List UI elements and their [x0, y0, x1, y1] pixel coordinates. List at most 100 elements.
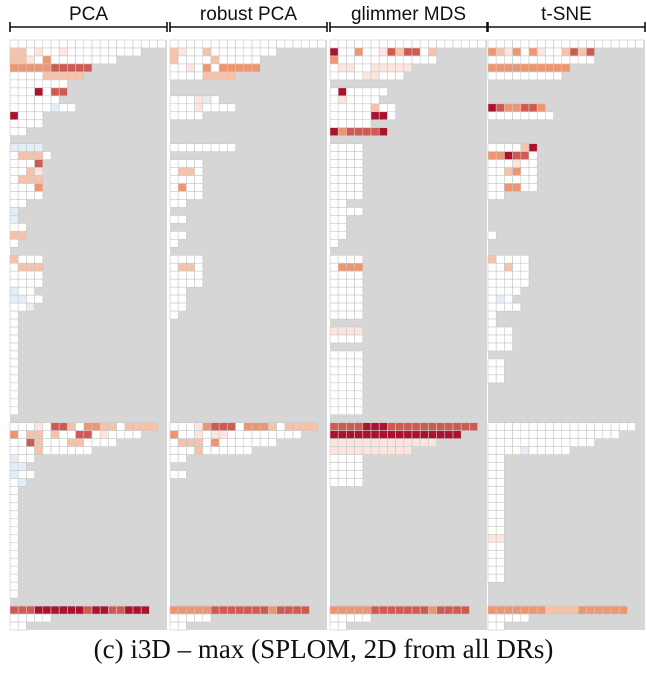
heatmap-cell	[9, 199, 19, 208]
heatmap-cell	[186, 103, 195, 113]
heatmap-cell	[169, 175, 179, 184]
heatmap-cell	[569, 55, 579, 65]
heatmap-cell	[177, 39, 187, 49]
heatmap-cell	[34, 278, 44, 288]
heatmap-cell	[602, 430, 612, 439]
heatmap-cell	[91, 430, 101, 439]
heatmap-cell	[403, 63, 413, 73]
heatmap-cell	[227, 63, 236, 73]
heatmap-cell	[395, 438, 405, 447]
heatmap-cell	[194, 95, 204, 105]
heatmap-cell	[186, 270, 195, 280]
heatmap-cell	[487, 422, 497, 431]
heatmap-cell	[346, 103, 355, 113]
heatmap-cell	[346, 270, 355, 280]
heatmap-cell	[545, 438, 554, 447]
heatmap-cell	[34, 294, 44, 304]
heatmap-cell	[395, 39, 405, 49]
heatmap-cell	[177, 191, 187, 200]
heatmap-cell	[561, 438, 571, 447]
heatmap-cell	[67, 446, 76, 455]
heatmap-cell	[495, 159, 505, 168]
heatmap-cell	[337, 406, 347, 416]
heatmap-cell	[9, 207, 19, 216]
heatmap-cell	[495, 446, 505, 455]
heatmap-cell	[528, 438, 538, 447]
heatmap-cell	[545, 71, 554, 81]
heatmap-cell	[512, 438, 522, 447]
heatmap-cell	[186, 111, 195, 121]
heatmap-cell	[403, 605, 413, 615]
panel-header-robust-pca: robust PCA	[169, 4, 328, 32]
heatmap-cell	[202, 446, 212, 455]
heatmap-cell	[169, 446, 179, 455]
heatmap-cell	[370, 63, 380, 73]
heatmap-cell	[34, 151, 44, 160]
heatmap-cell	[17, 71, 27, 81]
heatmap-cell	[495, 254, 505, 264]
heatmap-cell	[34, 79, 44, 89]
heatmap-cell	[26, 39, 35, 49]
heatmap-cell	[169, 199, 179, 208]
panel-background	[488, 40, 645, 630]
heatmap-cell	[487, 103, 497, 113]
heatmap-cell	[504, 302, 513, 312]
heatmap-cell	[520, 159, 530, 168]
heatmap-cell	[309, 422, 318, 431]
heatmap-cell	[169, 239, 179, 248]
heatmap-cell	[487, 573, 497, 583]
heatmap-cell	[50, 438, 60, 447]
heatmap-cell	[487, 63, 497, 73]
heatmap-cell	[177, 231, 187, 240]
heatmap-cell	[186, 95, 195, 105]
heatmap-cell	[177, 63, 187, 73]
heatmap-cell	[91, 39, 101, 49]
heatmap-cell	[9, 454, 19, 463]
heatmap-cell	[9, 239, 19, 248]
heatmap-cell	[495, 286, 505, 296]
heatmap-cell	[354, 438, 364, 447]
heatmap-cell	[594, 39, 604, 49]
heatmap-cell	[91, 605, 101, 615]
heatmap-cell	[329, 358, 339, 368]
heatmap-cell	[504, 39, 513, 49]
heatmap-cell	[75, 446, 85, 455]
heatmap-cell	[487, 71, 497, 81]
heatmap-cell	[444, 605, 454, 615]
heatmap-cell	[169, 47, 179, 57]
heatmap-cell	[460, 422, 470, 431]
heatmap-cell	[495, 262, 505, 272]
heatmap-cell	[346, 262, 355, 272]
heatmap-cell	[329, 183, 339, 192]
heatmap-cell	[370, 47, 380, 57]
heatmap-cell	[17, 199, 27, 208]
heatmap-cell	[354, 55, 364, 65]
heatmap-cell	[99, 39, 109, 49]
heatmap-cell	[42, 446, 52, 455]
heatmap-cell	[218, 605, 228, 615]
heatmap-cell	[276, 430, 286, 439]
heatmap-cell	[354, 167, 364, 176]
heatmap-cell	[243, 446, 253, 455]
heatmap-cell	[362, 111, 372, 121]
heatmap-cell	[235, 438, 245, 447]
heatmap-cell	[17, 79, 27, 89]
heatmap-cell	[124, 39, 134, 49]
heatmap-cell	[545, 446, 554, 455]
heatmap-cell	[354, 151, 364, 160]
heatmap-cell	[194, 422, 204, 431]
heatmap-cell	[9, 39, 19, 49]
heatmap-cell	[116, 422, 126, 431]
heatmap-cell	[512, 446, 522, 455]
heatmap-cell	[586, 430, 595, 439]
heatmap-cell	[91, 422, 101, 431]
heatmap-cell	[487, 270, 497, 280]
heatmap-cell	[419, 605, 429, 615]
heatmap-cell	[495, 462, 505, 471]
heatmap-cell	[520, 151, 530, 160]
heatmap-cell	[42, 430, 52, 439]
heatmap-cell	[329, 111, 339, 121]
heatmap-cell	[553, 47, 563, 57]
heatmap-cell	[495, 342, 505, 352]
heatmap-cell	[83, 446, 93, 455]
